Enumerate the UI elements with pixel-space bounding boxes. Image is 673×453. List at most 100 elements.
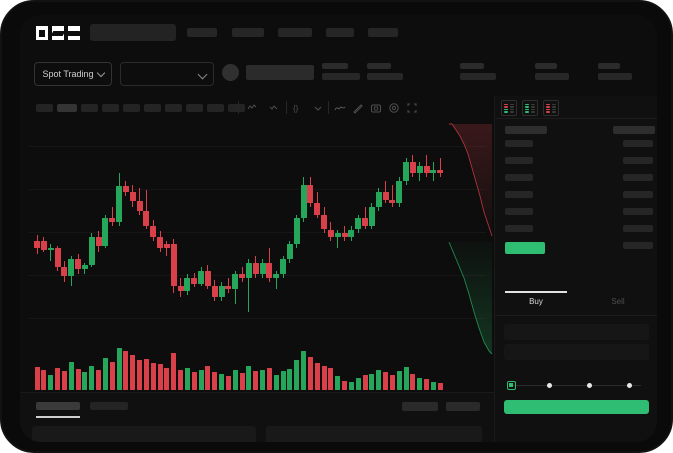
gridline	[28, 318, 486, 319]
order-price-field[interactable]	[504, 324, 649, 340]
orderbook-col-header-right	[613, 126, 655, 134]
stepper-step-3[interactable]	[587, 383, 592, 388]
orderbook-row[interactable]	[505, 174, 533, 181]
volume-bar	[178, 369, 183, 390]
volume-bar	[389, 375, 395, 390]
bottom-action-1[interactable]	[402, 402, 438, 411]
volume-bar	[191, 371, 197, 390]
okx-logo[interactable]	[36, 26, 80, 40]
stat-24h-high	[367, 63, 403, 80]
orderbook-row[interactable]	[505, 191, 533, 198]
timeframe-7[interactable]	[165, 104, 182, 112]
nav-item-1[interactable]	[187, 28, 217, 37]
stat-24h-volume	[535, 63, 569, 80]
orderbook-row-value[interactable]	[623, 208, 653, 215]
orderbook-row[interactable]	[505, 140, 533, 147]
orderbook-row-value[interactable]	[623, 174, 653, 181]
timeframe-2[interactable]	[57, 104, 77, 112]
volume-bar	[75, 369, 81, 390]
volume-bar	[123, 350, 129, 390]
price-chart[interactable]	[20, 120, 494, 392]
bottom-action-2[interactable]	[446, 402, 480, 411]
nav-item-5[interactable]	[368, 28, 398, 37]
orderbook-mode-asks-icon[interactable]	[543, 100, 559, 116]
orderbook-row-value[interactable]	[623, 242, 653, 249]
tab-open-orders[interactable]	[36, 402, 80, 410]
draw-icon[interactable]	[352, 102, 364, 114]
orderbook-divider	[495, 118, 657, 119]
submit-order-button[interactable]	[504, 400, 649, 414]
order-stepper	[507, 380, 647, 392]
svg-text:{}: {}	[293, 104, 299, 113]
timeframe-9[interactable]	[207, 104, 224, 112]
chart-type-icon[interactable]	[246, 102, 258, 114]
volume-bar	[396, 371, 402, 390]
volume-bar	[225, 375, 231, 390]
snapshot-icon[interactable]	[370, 102, 382, 114]
indicators-icon[interactable]	[268, 102, 280, 114]
nav-item-2[interactable]	[232, 28, 264, 37]
timeframe-4[interactable]	[102, 104, 119, 112]
gridline	[28, 275, 486, 276]
orderbook-row-value[interactable]	[623, 140, 653, 147]
tab-sell[interactable]: Sell	[611, 297, 625, 306]
orderbook-mode-bids-icon[interactable]	[522, 100, 538, 116]
timeframe-10[interactable]	[228, 104, 245, 112]
order-amount-field[interactable]	[504, 344, 649, 360]
fullscreen-icon[interactable]	[406, 102, 418, 114]
orderbook-row[interactable]	[505, 157, 533, 164]
volume-bar	[273, 375, 279, 390]
stat-24h-turnover	[598, 63, 632, 80]
orderbook-row-highlighted[interactable]	[505, 242, 545, 254]
trading-pair-selector[interactable]	[120, 62, 214, 86]
volume-bar	[403, 366, 409, 390]
nav-item-3[interactable]	[278, 28, 312, 37]
volume-bar	[383, 372, 388, 390]
compare-icon[interactable]: {}	[292, 102, 304, 114]
chevron-down-icon[interactable]	[312, 102, 324, 114]
tab-buy[interactable]: Buy	[529, 297, 543, 306]
toolbar-divider	[286, 101, 287, 114]
candlestick-series	[20, 120, 494, 335]
timeframe-1[interactable]	[36, 104, 53, 112]
volume-bar	[102, 358, 108, 390]
volume-bar	[96, 369, 101, 390]
volume-bar	[205, 366, 211, 390]
market-type-selector[interactable]: Spot Trading	[34, 62, 112, 86]
volume-bar	[437, 383, 443, 390]
tab-order-history[interactable]	[90, 402, 128, 410]
stepper-step-4[interactable]	[627, 383, 632, 388]
stat-24h-change	[322, 63, 360, 80]
orderbook-row[interactable]	[505, 208, 533, 215]
volume-bar	[301, 350, 306, 390]
volume-bar	[34, 366, 40, 390]
timeframe-3[interactable]	[81, 104, 98, 112]
bottom-panel	[20, 392, 494, 442]
orderbook-row[interactable]	[505, 225, 533, 232]
line-chart-icon[interactable]	[334, 102, 346, 114]
coin-avatar	[222, 64, 239, 81]
volume-bar	[260, 369, 265, 390]
nav-item-4[interactable]	[326, 28, 354, 37]
orderbook-row-value[interactable]	[623, 191, 653, 198]
timeframe-5[interactable]	[123, 104, 140, 112]
stepper-step-2[interactable]	[547, 383, 552, 388]
active-tab-underline	[505, 291, 567, 293]
search-input[interactable]	[90, 24, 176, 41]
volume-bar	[143, 358, 149, 390]
volume-bar	[137, 360, 142, 390]
orderbook-row-value[interactable]	[623, 225, 653, 232]
volume-bar	[342, 380, 347, 390]
settings-icon[interactable]	[388, 102, 400, 114]
volume-bar	[369, 373, 375, 390]
stepper-step-1-active[interactable]	[507, 381, 516, 390]
orderbook-mode-both-icon[interactable]	[501, 100, 517, 116]
toolbar-divider	[238, 101, 239, 114]
volume-bar	[424, 379, 429, 390]
volume-bar	[171, 352, 177, 390]
orderbook-row-value[interactable]	[623, 157, 653, 164]
timeframe-6[interactable]	[144, 104, 161, 112]
timeframe-8[interactable]	[186, 104, 203, 112]
last-price-value	[246, 65, 314, 80]
